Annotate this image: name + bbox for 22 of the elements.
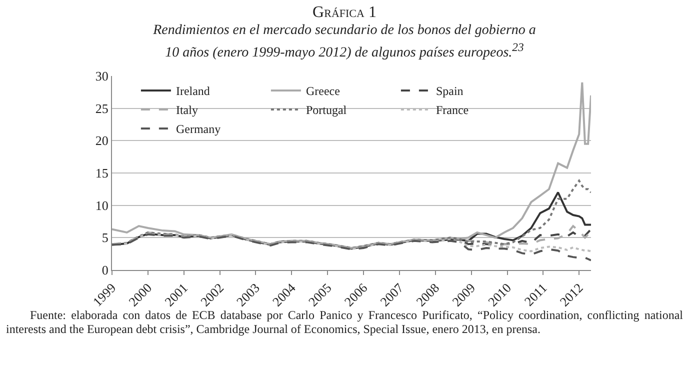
chart-subtitle: Rendimientos en el mercado secundario de los bonos del gobierno a 10 años (enero 1999-mayo 2012) de algunos países europeos.$^{23}$ (152, 22, 537, 62)
legend-label: Ireland (176, 84, 210, 98)
legend-label: Greece (306, 84, 340, 98)
y-tick-label: 5 (102, 230, 108, 245)
y-tick-label: 20 (95, 132, 108, 148)
legend-label: Portugal (306, 102, 348, 117)
source-note: Fuente: elaborada con datos de ECB database por Carlo Panico y Francesco Purificato, “Policy coordination, conflicting national interests and the European debt crisis”, Cambridge Journal of Economics, Special Issue, enero 2013, en prensa. (5, 308, 684, 336)
legend-label: France (436, 102, 469, 117)
legend-label: Italy (176, 102, 198, 117)
y-tick-label: 30 (95, 68, 108, 84)
y-tick-label: 15 (95, 165, 108, 180)
legend-label: Spain (436, 84, 464, 98)
y-tick-label: 10 (95, 198, 108, 213)
legend-label: Germany (176, 122, 221, 136)
y-tick-label: 0 (102, 262, 108, 278)
x-tick-label: 2001 (162, 280, 191, 309)
line-series (112, 232, 591, 252)
line-series (112, 81, 591, 249)
x-tick-label: 2011 (521, 280, 550, 309)
chart-title: Gráfica 1 (312, 4, 378, 22)
line-series (112, 233, 591, 261)
y-tick-label: 25 (95, 100, 108, 116)
